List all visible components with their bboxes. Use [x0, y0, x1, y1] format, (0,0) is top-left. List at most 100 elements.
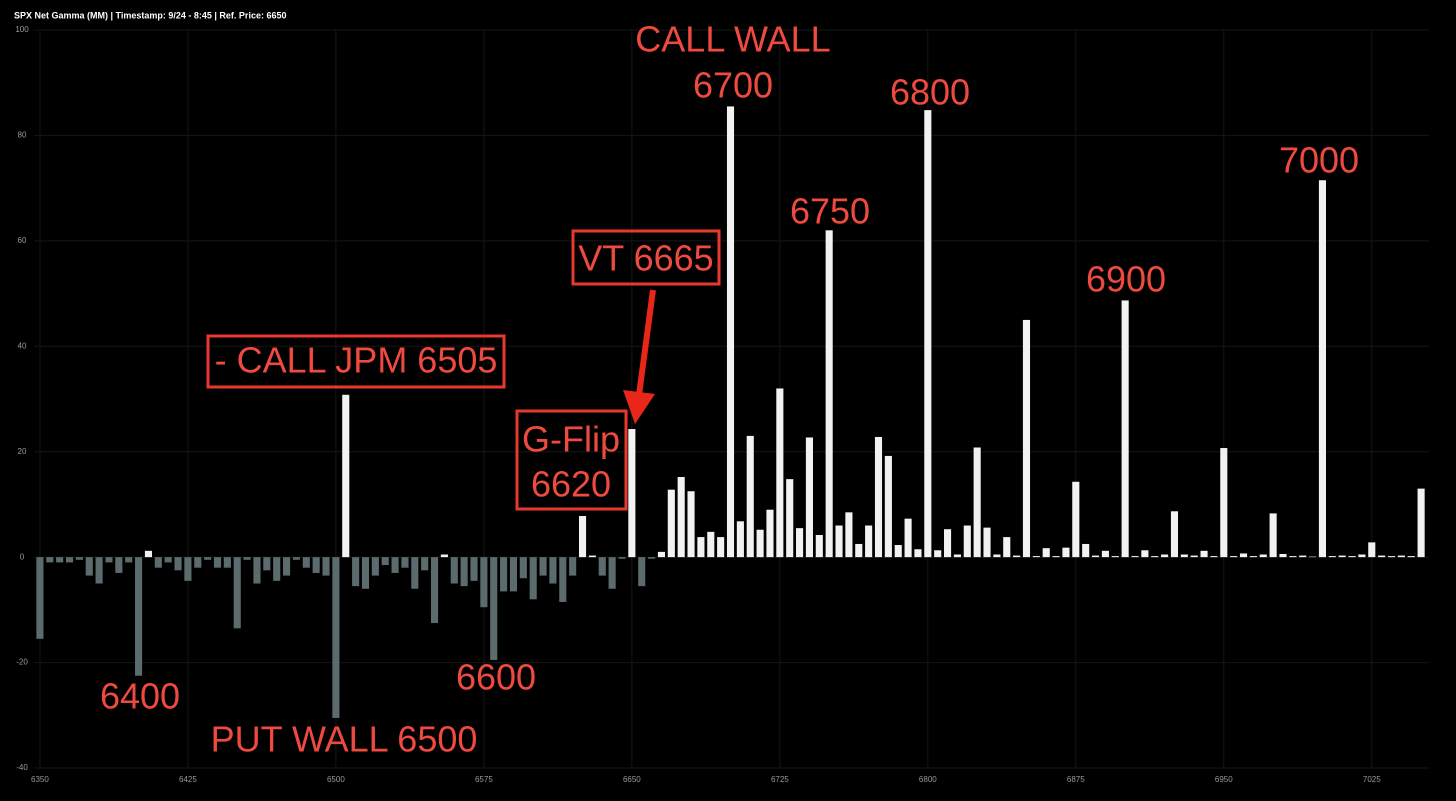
- bar: [85, 557, 93, 576]
- bar: [1101, 550, 1109, 558]
- y-tick-label: -40: [16, 763, 28, 772]
- bar: [963, 525, 971, 558]
- bar: [667, 489, 675, 558]
- bar: [983, 527, 991, 558]
- bar: [253, 557, 261, 584]
- bar: [608, 557, 616, 589]
- y-tick-label: 80: [18, 131, 27, 140]
- bar: [184, 557, 192, 581]
- x-tick-label: 6425: [179, 775, 197, 784]
- x-tick-label: 6575: [475, 775, 493, 784]
- bar: [1230, 556, 1238, 558]
- bar: [480, 557, 488, 608]
- bar: [559, 557, 567, 602]
- bar: [786, 479, 794, 558]
- bar: [519, 557, 527, 579]
- x-tick-label: 6875: [1067, 775, 1085, 784]
- bar: [1348, 556, 1356, 558]
- bar: [638, 557, 646, 587]
- bar: [1022, 319, 1031, 558]
- y-tick-label: -20: [16, 658, 28, 667]
- bar: [115, 557, 123, 573]
- bar: [697, 537, 705, 558]
- bar: [1378, 555, 1386, 558]
- bar: [95, 557, 103, 584]
- bar: [874, 436, 883, 558]
- bar: [726, 106, 735, 558]
- bar: [164, 557, 172, 563]
- bar: [292, 557, 300, 560]
- annotation: - CALL JPM 6505: [215, 340, 498, 381]
- bar: [1072, 481, 1080, 558]
- bar: [776, 388, 784, 558]
- y-tick-label: 0: [20, 552, 25, 561]
- bar: [1299, 555, 1307, 558]
- annotation: 7000: [1279, 140, 1359, 181]
- bar: [914, 549, 922, 558]
- bar: [263, 557, 271, 571]
- chart-title: SPX Net Gamma (MM) | Timestamp: 9/24 - 8…: [14, 10, 286, 20]
- bar: [815, 535, 823, 558]
- bar: [628, 429, 636, 558]
- bar: [1111, 556, 1119, 558]
- bar: [648, 557, 656, 559]
- bar: [174, 557, 182, 571]
- annotation-box: [515, 409, 628, 511]
- annotation: 6700: [693, 65, 773, 106]
- x-tick-label: 6800: [919, 775, 937, 784]
- bar: [825, 230, 833, 558]
- bar: [657, 551, 666, 558]
- bar: [1131, 556, 1139, 558]
- x-tick-label: 6950: [1215, 775, 1233, 784]
- bar: [1141, 550, 1149, 558]
- bar: [1210, 556, 1218, 558]
- bar: [1200, 550, 1208, 558]
- bar: [105, 557, 113, 563]
- annotation: PUT WALL 6500: [211, 719, 478, 760]
- bar: [884, 455, 892, 558]
- annotation: CALL WALL: [635, 19, 830, 60]
- bar: [1013, 555, 1021, 558]
- bar: [1082, 543, 1090, 558]
- bar: [470, 557, 478, 581]
- bar: [243, 557, 251, 560]
- bar: [65, 557, 74, 563]
- bar: [1407, 556, 1415, 558]
- annotation: 6620: [531, 464, 611, 505]
- bar: [1368, 542, 1376, 558]
- bar: [273, 557, 281, 581]
- bar: [756, 529, 764, 558]
- bar: [361, 557, 370, 589]
- bar: [440, 554, 448, 558]
- bar: [233, 557, 241, 629]
- bar: [1042, 548, 1050, 558]
- bar: [529, 557, 537, 600]
- bar: [578, 516, 587, 558]
- bar: [450, 557, 458, 584]
- bar: [1328, 556, 1336, 558]
- bar: [1091, 555, 1100, 558]
- bar: [1279, 553, 1287, 558]
- bar: [1269, 513, 1277, 558]
- x-tick-label: 7025: [1363, 775, 1381, 784]
- bar: [973, 447, 981, 558]
- bar: [835, 525, 843, 558]
- bar: [766, 509, 774, 558]
- y-tick-label: 60: [18, 236, 27, 245]
- bar: [1338, 555, 1346, 558]
- annotation: 6600: [456, 657, 536, 698]
- x-tick-label: 6725: [771, 775, 789, 784]
- bar: [125, 557, 133, 563]
- y-tick-label: 40: [18, 341, 27, 350]
- bar: [1259, 554, 1267, 558]
- bar: [1417, 488, 1425, 558]
- bar: [539, 557, 547, 576]
- annotation: 6800: [890, 72, 970, 113]
- bar: [391, 557, 399, 573]
- bar: [1358, 554, 1366, 558]
- bar: [411, 557, 419, 589]
- bar: [855, 543, 863, 558]
- bar: [430, 557, 439, 624]
- bar: [46, 557, 54, 563]
